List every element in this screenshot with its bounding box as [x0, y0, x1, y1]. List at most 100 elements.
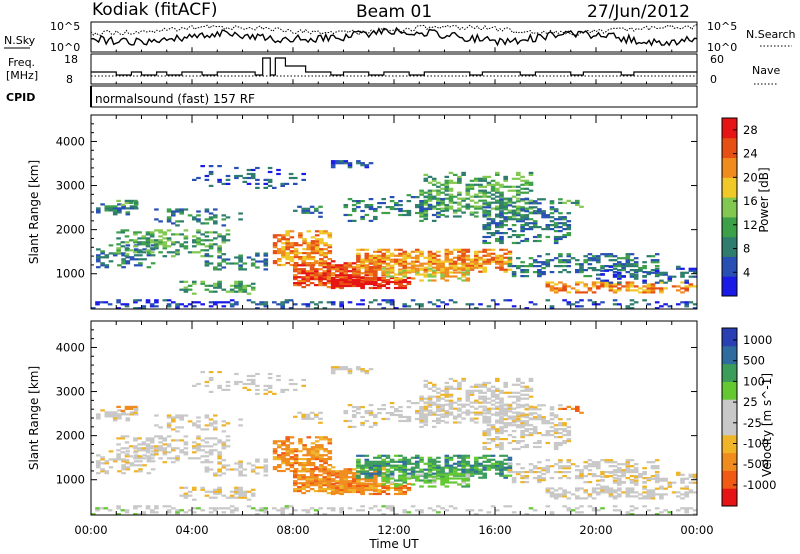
velocity-cell	[323, 469, 328, 473]
velocity-cell	[116, 455, 121, 458]
power-cell	[343, 266, 349, 269]
velocity-cell	[566, 430, 572, 433]
power-cell	[520, 226, 525, 229]
power-cell	[431, 207, 437, 210]
velocity-cell	[335, 470, 340, 473]
power-cell	[314, 278, 319, 281]
velocity-cell	[490, 426, 496, 429]
velocity-cell	[368, 492, 374, 496]
velocity-cell	[246, 382, 252, 386]
power-cell	[192, 235, 197, 238]
velocity-cell	[431, 419, 437, 423]
power-cell	[490, 183, 496, 186]
velocity-cell	[625, 477, 631, 480]
velocity-cell	[482, 416, 487, 419]
velocity-cell	[503, 391, 508, 394]
velocity-cell	[368, 472, 374, 475]
velocity-cell	[604, 491, 609, 494]
velocity-cell	[385, 456, 391, 459]
power-cell	[545, 261, 551, 264]
velocity-cell	[175, 416, 180, 419]
velocity-cell	[591, 507, 597, 510]
velocity-cell	[486, 454, 492, 457]
velocity-cell	[192, 422, 197, 425]
velocity-cell	[516, 403, 521, 406]
velocity-cell	[545, 434, 551, 437]
velocity-cell	[368, 474, 374, 477]
velocity-cell	[499, 426, 504, 429]
power-cell	[293, 242, 299, 245]
velocity-cell	[520, 424, 525, 427]
power-cell	[171, 212, 176, 215]
velocity-cell	[141, 457, 147, 460]
velocity-cell	[486, 389, 492, 392]
power-cell	[558, 198, 563, 201]
velocity-cell	[166, 443, 172, 446]
power-cell	[125, 244, 131, 247]
velocity-cell	[402, 490, 407, 494]
velocity-cell	[289, 464, 295, 467]
power-cell	[423, 215, 429, 218]
power-cell	[356, 274, 361, 277]
velocity-cell	[482, 456, 487, 459]
velocity-cell	[398, 484, 403, 488]
velocity-cell	[423, 417, 429, 420]
velocity-cell	[309, 480, 315, 483]
power-cell	[293, 244, 299, 247]
power-cell	[234, 290, 239, 293]
power-cell	[196, 243, 201, 246]
power-cell	[495, 187, 500, 190]
power-cell	[133, 233, 138, 236]
velocity-cell	[120, 447, 126, 450]
velocity-cell	[659, 479, 664, 482]
power-cell	[208, 245, 214, 248]
velocity-cell	[486, 460, 492, 463]
power-cell	[368, 270, 374, 273]
power-cell	[558, 201, 563, 204]
velocity-cell	[448, 481, 454, 484]
power-cell	[398, 277, 403, 280]
velocity-cell	[448, 468, 454, 471]
power-cell	[302, 258, 307, 261]
velocity-cell	[482, 434, 487, 437]
velocity-cell	[591, 509, 597, 512]
power-cell	[385, 264, 391, 267]
velocity-cell	[566, 405, 572, 408]
power-cell	[138, 264, 143, 267]
power-cell	[419, 252, 424, 255]
velocity-cell	[309, 488, 315, 491]
power-cell	[415, 204, 420, 207]
power-cell	[319, 260, 324, 263]
power-cell	[234, 256, 239, 259]
power-cell	[99, 301, 104, 304]
power-cell	[528, 171, 534, 174]
power-cell	[503, 270, 508, 273]
power-cell	[351, 272, 357, 275]
velocity-cell	[423, 397, 429, 400]
velocity-cell	[213, 472, 218, 475]
power-cell	[96, 260, 101, 263]
power-cell	[406, 266, 412, 269]
velocity-cell	[495, 468, 500, 471]
velocity-cell	[277, 469, 282, 473]
velocity-cell	[558, 495, 563, 498]
power-cell	[465, 256, 471, 259]
velocity-cell	[423, 405, 429, 408]
power-cell	[175, 210, 180, 213]
power-cell	[242, 180, 248, 183]
velocity-cell	[528, 469, 534, 472]
power-cell	[633, 257, 639, 260]
velocity-cell	[427, 475, 433, 478]
velocity-cell	[600, 479, 605, 482]
power-cell	[406, 280, 412, 284]
power-cell	[120, 229, 126, 232]
velocity-cell	[423, 409, 429, 412]
velocity-cell	[327, 438, 333, 441]
velocity-cell	[217, 492, 222, 495]
power-cell	[277, 248, 282, 251]
power-cell	[625, 307, 631, 309]
power-cell	[150, 262, 156, 265]
velocity-cell	[667, 511, 673, 514]
velocity-cell	[465, 389, 471, 392]
power-cell	[246, 256, 252, 259]
